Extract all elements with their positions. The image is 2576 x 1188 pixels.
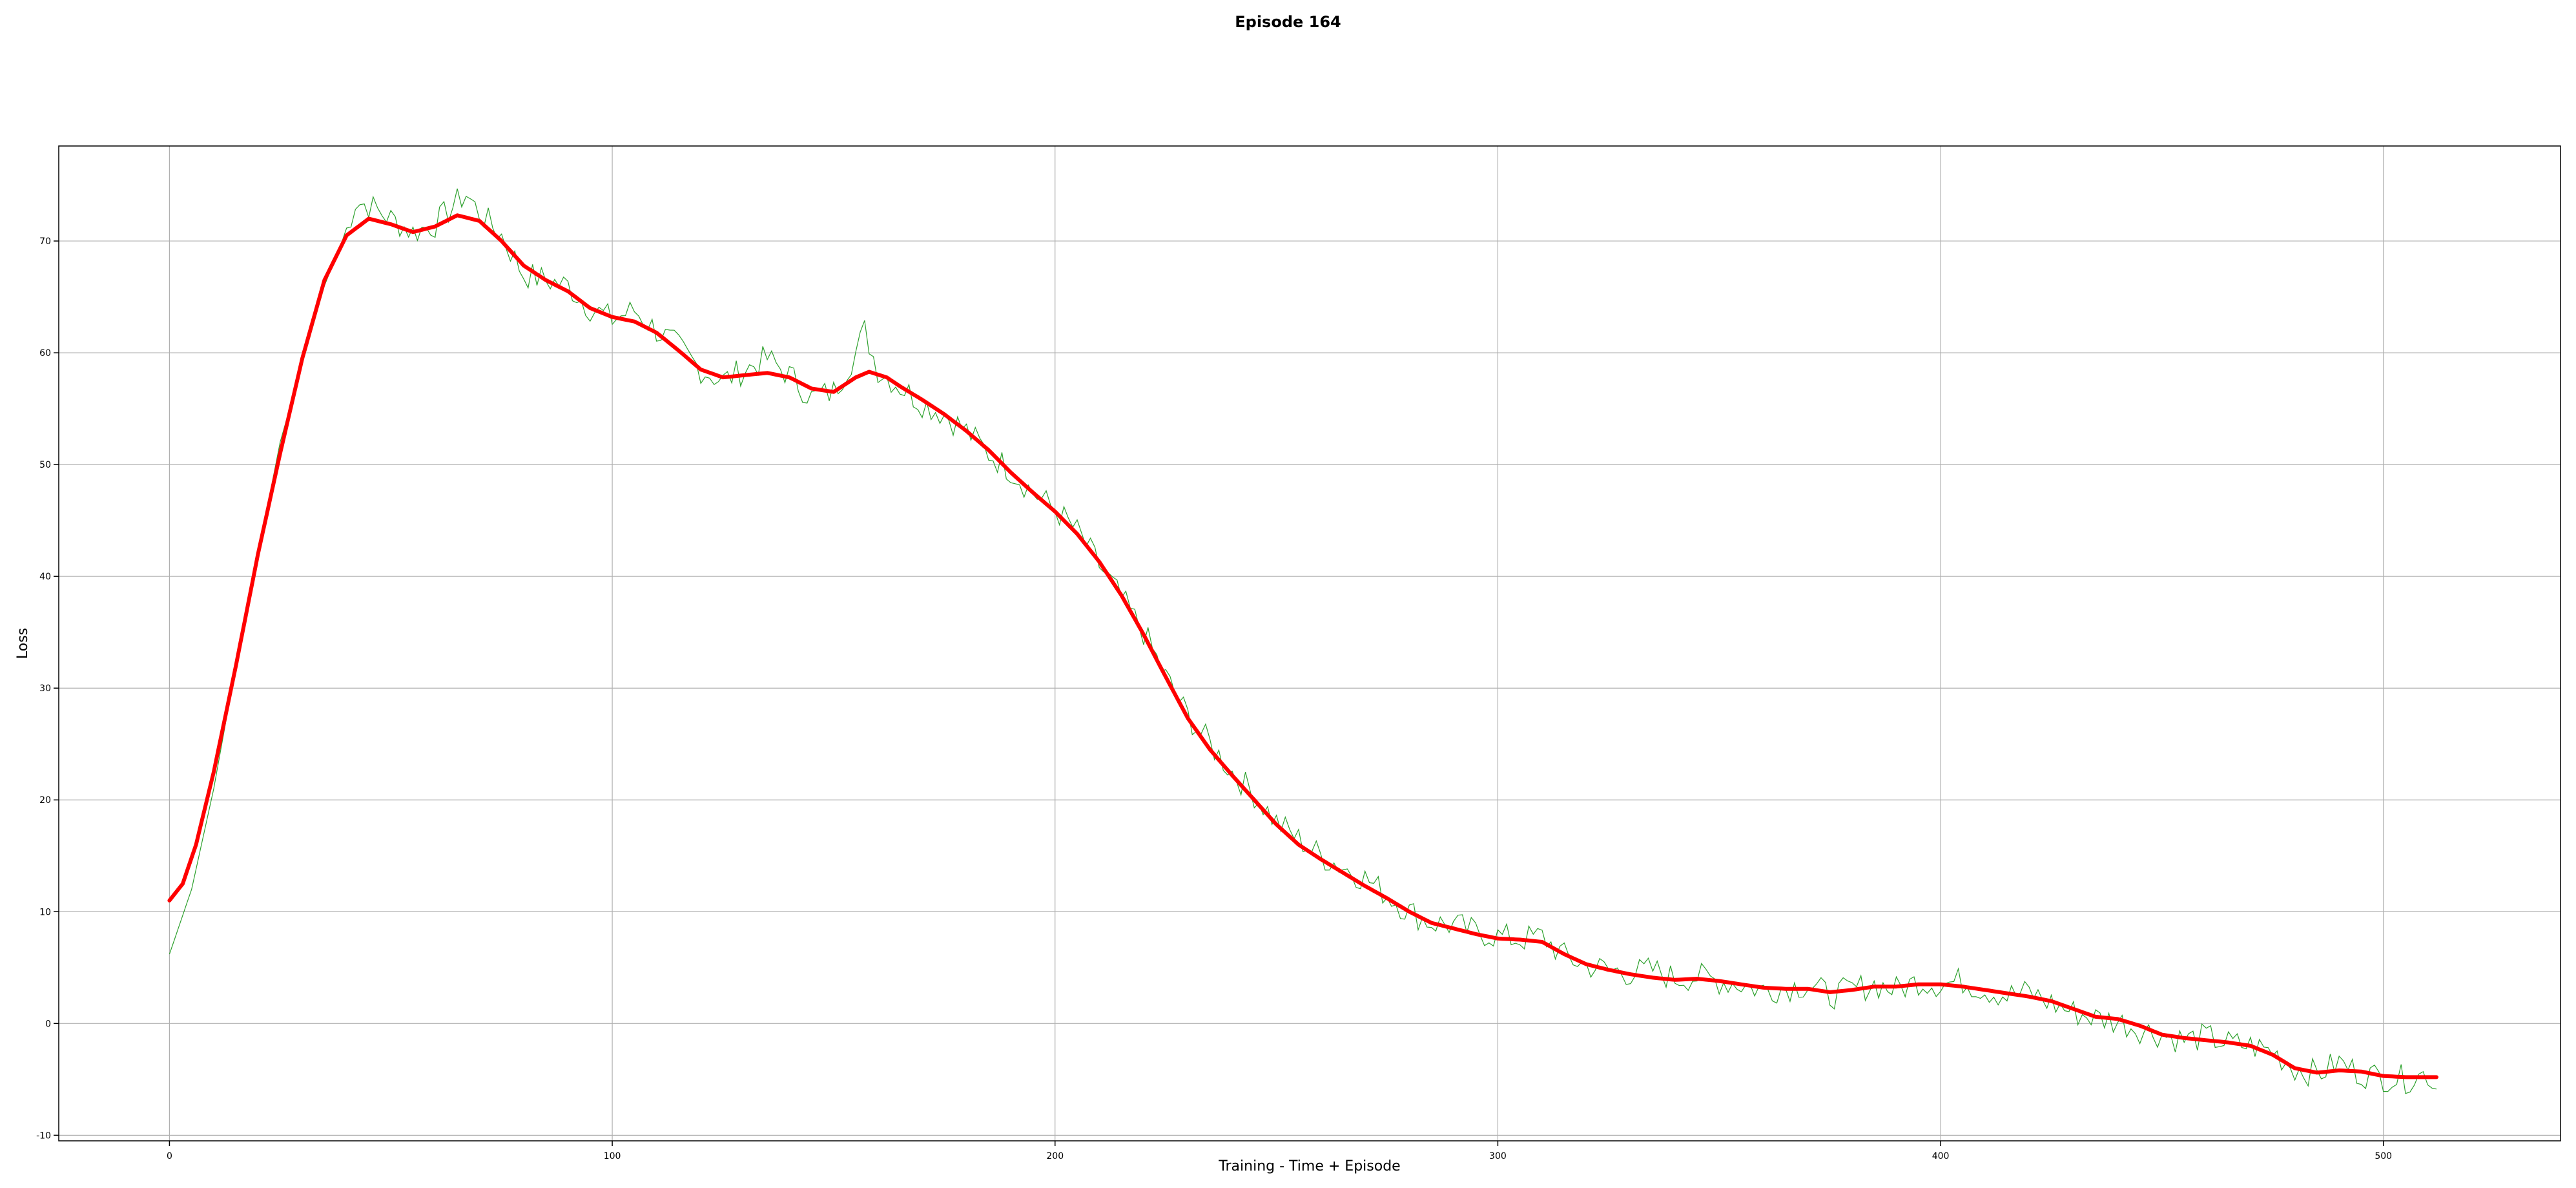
y-tick-label: 20 [39, 795, 51, 806]
x-tick-label: 200 [1046, 1151, 1064, 1162]
x-tick-label: 500 [2375, 1151, 2392, 1162]
y-tick-label: 0 [45, 1019, 51, 1029]
x-tick-label: 0 [167, 1151, 172, 1162]
x-axis-label: Training - Time + Episode [1218, 1158, 1400, 1174]
y-tick-label: 30 [39, 683, 51, 694]
x-tick-label: 100 [604, 1151, 621, 1162]
y-tick-label: 70 [39, 236, 51, 247]
grid-lines [59, 146, 2561, 1141]
axis-ticks: 0 100 200 300 400 500 -10 0 10 20 30 40 50 60 70 [36, 236, 2392, 1162]
y-tick-label: -10 [36, 1131, 51, 1141]
series-line-raw [169, 188, 2437, 1094]
y-tick-label: 60 [39, 348, 51, 359]
x-tick-label: 400 [1932, 1151, 1950, 1162]
chart-title: Episode 164 [1235, 13, 1341, 31]
series-line-smoothed [167, 213, 2438, 1079]
y-tick-label: 50 [39, 460, 51, 470]
y-tick-label: 40 [39, 572, 51, 582]
plot-frame [58, 145, 2561, 1141]
x-tick-label: 300 [1489, 1151, 1507, 1162]
y-axis-label: Loss [15, 628, 31, 659]
y-tick-label: 10 [39, 907, 51, 917]
